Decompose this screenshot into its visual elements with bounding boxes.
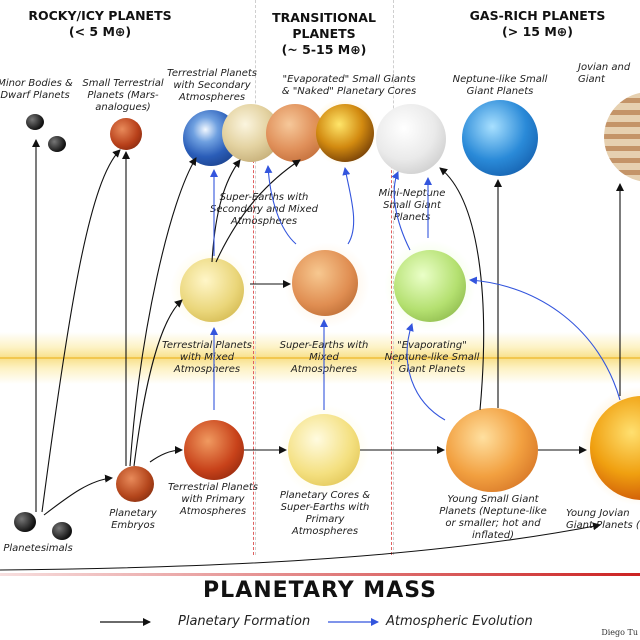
- header-trans-range: (~ 5-15 M⊕): [281, 42, 367, 57]
- label-small-terrestrial: Small Terrestrial Planets (Mars-analogue…: [82, 78, 164, 113]
- label-planetary-cores: Planetary Cores & Super-Earths with Prim…: [279, 490, 371, 537]
- label-super-earth-secondary: Super-Earths with Secondary and Mixed At…: [210, 192, 318, 227]
- header-gas-range: (> 15 M⊕): [502, 24, 573, 39]
- label-minor-bodies: Minor Bodies & Dwarf Planets: [0, 78, 73, 101]
- label-neptune-like: Neptune-like Small Giant Planets: [452, 74, 548, 97]
- label-evaporating: "Evaporating" Neptune-like Small Giant P…: [384, 340, 480, 375]
- header-rocky-title: ROCKY/ICY PLANETS: [28, 8, 172, 23]
- lava-planet-icon: [316, 104, 374, 162]
- header-trans-title2: PLANETS: [292, 26, 356, 41]
- neptune-planet-icon: [462, 100, 538, 176]
- label-terrestrial-secondary: Terrestrial Planets with Secondary Atmos…: [166, 68, 258, 103]
- arrow-atmo-super-lava: [342, 167, 355, 245]
- red-boundary-left: [253, 150, 254, 555]
- divider-rocky-transitional: [255, 0, 256, 555]
- mars-planet-icon: [110, 118, 142, 150]
- header-transitional: TRANSITIONAL PLANETS (~ 5-15 M⊕): [255, 10, 393, 58]
- habitable-zone-line: [0, 357, 640, 359]
- arrow-embryo-terrestrial-primary: [149, 446, 183, 463]
- label-terrestrial-mixed: Terrestrial Planets with Mixed Atmospher…: [161, 340, 253, 375]
- header-trans-title1: TRANSITIONAL: [272, 10, 376, 25]
- label-young-jovian: Young Jovian Giant Planets (: [566, 508, 640, 531]
- terrestrial-primary-planet-icon: [184, 420, 244, 480]
- legend-atmospheric-label: Atmospheric Evolution: [386, 614, 533, 629]
- evaporating-neptune-planet-icon: [394, 250, 466, 322]
- label-embryos: Planetary Embryos: [109, 508, 157, 531]
- asteroid-icon: [26, 114, 44, 130]
- author-credit: Diego Tu: [601, 628, 638, 637]
- red-boundary-right: [391, 150, 392, 555]
- planetesimal-icon: [52, 522, 72, 540]
- label-super-earth-mixed: Super-Earths with Mixed Atmospheres: [279, 340, 369, 375]
- label-jovian-top: Jovian and Giant: [578, 62, 631, 85]
- mass-axis-rule: [0, 573, 640, 576]
- naked-core-planet-icon: [376, 104, 446, 174]
- label-young-small-giant: Young Small Giant Planets (Neptune-like …: [439, 494, 547, 541]
- label-evaporated: "Evaporated" Small Giants & "Naked" Plan…: [281, 74, 417, 97]
- header-rocky: ROCKY/ICY PLANETS (< 5 M⊕): [20, 8, 180, 40]
- header-rocky-range: (< 5 M⊕): [68, 24, 132, 39]
- label-terrestrial-primary: Terrestrial Planets with Primary Atmosph…: [167, 482, 259, 517]
- terrestrial-mixed-planet-icon: [180, 258, 244, 322]
- header-gas-title: GAS-RICH PLANETS: [469, 8, 606, 23]
- super-earth-mixed-planet-icon: [292, 250, 358, 316]
- embryo-planet-icon: [116, 466, 154, 502]
- young-small-giant-planet-icon: [446, 408, 538, 492]
- label-planetesimals: Planetesimals: [3, 543, 73, 554]
- jupiter-planet-icon: [604, 92, 640, 182]
- header-gas: GAS-RICH PLANETS (> 15 M⊕): [455, 8, 620, 40]
- planetary-core-planet-icon: [288, 414, 360, 486]
- planetesimal-icon: [14, 512, 36, 532]
- label-mini-neptune: Mini-Neptune Small Giant Planets: [378, 188, 446, 223]
- asteroid-icon: [48, 136, 66, 152]
- planetary-mass-title: PLANETARY MASS: [203, 578, 437, 603]
- arrow-planetesimal-mars: [41, 149, 121, 513]
- legend-formation-label: Planetary Formation: [178, 614, 311, 629]
